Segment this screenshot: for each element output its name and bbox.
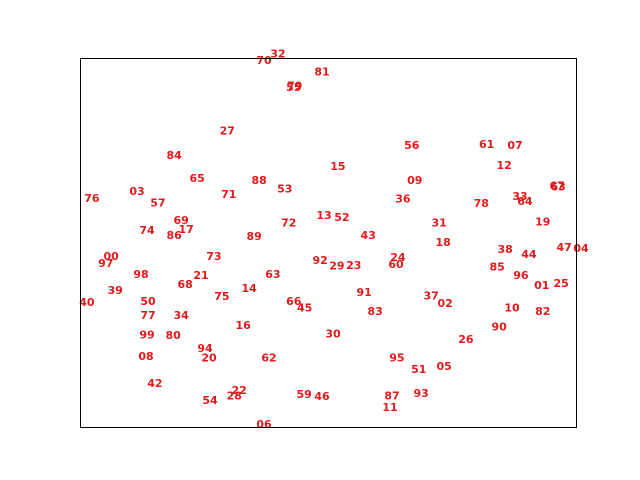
point-label: 45 — [297, 301, 312, 314]
point-label: 27 — [220, 125, 235, 138]
point-label: 95 — [389, 351, 404, 364]
point-label: 50 — [140, 295, 156, 308]
point-label: 74 — [139, 224, 155, 237]
plot-frame — [80, 58, 577, 428]
point-label: 72 — [281, 217, 296, 230]
point-label: 92 — [312, 254, 327, 267]
point-label: 64 — [517, 195, 533, 208]
point-label: 34 — [174, 309, 190, 322]
point-label: 63 — [550, 180, 565, 193]
point-label: 71 — [221, 188, 236, 201]
point-label: 26 — [458, 333, 474, 346]
point-label: 83 — [367, 305, 382, 318]
point-label: 73 — [206, 250, 221, 263]
point-label: 06 — [256, 418, 272, 431]
point-label: 61 — [479, 138, 494, 151]
point-label: 15 — [330, 160, 345, 173]
point-label: 32 — [270, 48, 285, 61]
point-label: 11 — [382, 401, 397, 414]
point-label: 59 — [297, 388, 312, 401]
point-label: 82 — [535, 305, 550, 318]
point-label: 67 — [550, 179, 565, 192]
point-label: 43 — [361, 229, 376, 242]
point-label: 14 — [241, 282, 257, 295]
point-label: 62 — [261, 351, 276, 364]
point-label: 18 — [435, 236, 450, 249]
point-label: 60 — [388, 258, 404, 271]
point-label: 03 — [129, 185, 144, 198]
point-label: 17 — [178, 223, 193, 236]
point-label: 39 — [108, 284, 123, 297]
point-label: 36 — [395, 193, 411, 206]
point-label: 21 — [193, 269, 208, 282]
point-label: 70 — [256, 54, 272, 67]
point-label: 77 — [140, 309, 155, 322]
point-label: 46 — [314, 390, 330, 403]
point-label: 84 — [167, 149, 183, 162]
point-label: 02 — [437, 297, 452, 310]
point-label: 10 — [504, 301, 520, 314]
point-label: 91 — [357, 286, 372, 299]
point-label: 66 — [286, 295, 302, 308]
point-label: 85 — [489, 261, 504, 274]
point-label: 90 — [491, 320, 507, 333]
point-label: 04 — [573, 242, 589, 255]
point-label: 19 — [535, 216, 550, 229]
point-label: 54 — [202, 394, 218, 407]
point-label: 29 — [329, 260, 344, 273]
point-label: 23 — [346, 259, 361, 272]
point-label: 86 — [167, 229, 183, 242]
point-label: 87 — [384, 389, 399, 402]
point-label: 05 — [436, 360, 451, 373]
point-label: 07 — [507, 139, 522, 152]
point-label: 93 — [414, 387, 429, 400]
point-label: 75 — [214, 290, 229, 303]
point-label: 16 — [236, 319, 252, 332]
point-label: 13 — [316, 209, 331, 222]
point-label: 09 — [407, 174, 422, 187]
point-label: 99 — [139, 328, 154, 341]
point-label: 01 — [534, 279, 549, 292]
point-label: 79 — [287, 80, 302, 93]
point-label: 25 — [553, 277, 568, 290]
point-label: 98 — [133, 268, 148, 281]
point-label: 31 — [431, 217, 446, 230]
point-label: 89 — [246, 230, 261, 243]
point-label: 53 — [277, 183, 292, 196]
point-label: 65 — [189, 172, 204, 185]
point-label: 88 — [251, 174, 266, 187]
point-label: 94 — [197, 342, 213, 355]
point-label: 30 — [325, 327, 341, 340]
point-label: 42 — [147, 377, 162, 390]
point-label: 55 — [286, 81, 301, 94]
point-label: 96 — [513, 269, 529, 282]
point-label: 24 — [390, 251, 406, 264]
point-label: 44 — [521, 248, 537, 261]
point-label: 33 — [512, 190, 527, 203]
point-label: 00 — [104, 250, 120, 263]
point-label: 40 — [79, 296, 95, 309]
point-label: 57 — [150, 196, 165, 209]
point-label: 52 — [334, 211, 349, 224]
point-label: 47 — [556, 241, 571, 254]
point-label: 12 — [496, 159, 511, 172]
point-label: 08 — [138, 350, 153, 363]
point-label: 68 — [178, 278, 193, 291]
point-label: 37 — [424, 289, 439, 302]
point-label: 20 — [201, 351, 217, 364]
point-label: 51 — [411, 363, 426, 376]
point-label: 80 — [166, 329, 182, 342]
point-label: 69 — [174, 214, 189, 227]
point-label: 56 — [404, 139, 420, 152]
point-label: 63 — [265, 268, 280, 281]
point-label: 38 — [497, 243, 512, 256]
point-label: 78 — [474, 197, 489, 210]
point-label: 97 — [98, 257, 113, 270]
point-label: 81 — [314, 65, 329, 78]
point-label: 76 — [84, 192, 100, 205]
point-label: 28 — [227, 389, 242, 402]
point-label: 22 — [232, 384, 247, 397]
